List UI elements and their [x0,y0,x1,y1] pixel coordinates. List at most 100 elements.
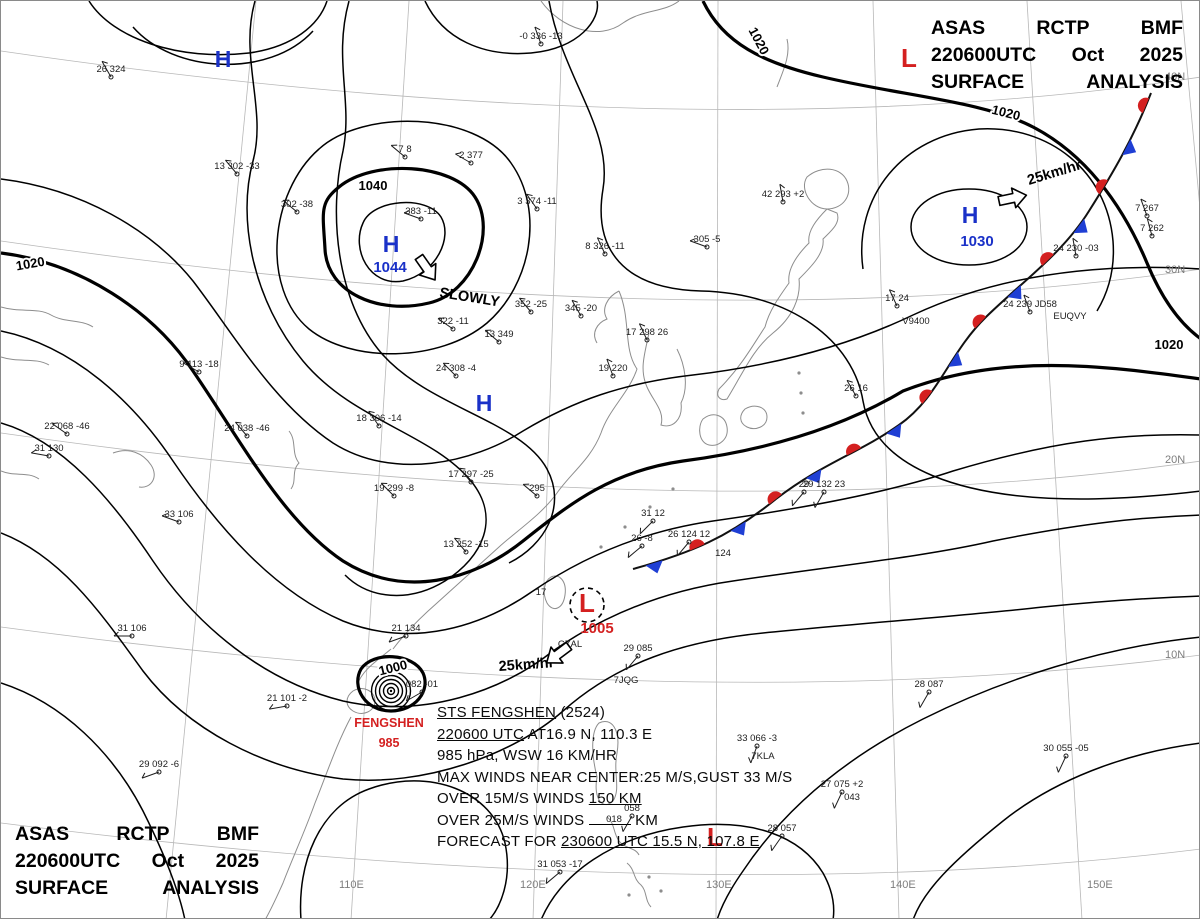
wind-barb [919,691,930,708]
warm-front-semicircle-icon [1095,179,1108,195]
wind-barb [534,26,542,45]
coastline [1,356,50,366]
wind-barb-tick [918,701,921,708]
wind-barb [606,358,614,377]
station-plot-text: 29 132 23 [803,479,845,490]
typhoon-symbol [386,686,396,696]
station-circle [1144,213,1150,219]
wind-barb [141,771,160,779]
station-circle [629,813,635,819]
station-plot-text: 28 087 [914,679,943,690]
coastline [642,332,686,427]
warm-front-semicircle-icon [972,314,987,329]
station-circle [108,74,114,80]
title-line: ASAS RCTP BMF [931,15,1183,42]
wind-barb [627,545,643,558]
wind-barb [626,655,639,671]
station-plot-text: 17 298 26 [626,327,668,338]
wind-barb-tick [141,772,146,779]
annotation-underlined-text: 220600 UTC [437,725,525,743]
station-plot-text: 30 055 -05 [1043,743,1088,754]
coastline [288,430,300,490]
storm-annotation-line: MAX WINDS NEAR CENTER:25 M/S,GUST 33 M/S [437,767,883,789]
wind-barb [31,452,50,457]
latitude-label: 10N [1165,649,1185,661]
wind-barb-tick [597,237,604,241]
warm-front-semicircle-icon [1040,252,1054,266]
annotation-text: KM [630,811,659,829]
title-line: ASAS RCTP BMF [15,821,259,848]
pressure-value: 1005 [580,620,613,637]
wind-barb-tick [455,152,462,155]
station-plot-text: 7 262 [1140,223,1164,234]
annotation-underlined-text: 150 KM [588,790,642,807]
typhoon-symbol [378,678,404,704]
station-plot-text: 18 306 -14 [356,413,401,424]
wind-barb [269,705,288,710]
station-circle [196,369,202,375]
island-dot [647,875,651,879]
station-plot-text: 21 134 [391,623,420,634]
island-dot [801,411,805,415]
station-plot-text: 352 -25 [515,299,547,310]
movement-arrow-icon [997,187,1028,209]
isobar [246,1,487,597]
station-circle [610,373,616,379]
station-plot-text: 19 299 -8 [374,483,414,494]
station-plot-text: 7JQG [614,675,639,686]
annotation-text: OVER 15M/S WINDS [437,790,589,807]
island-dot [623,525,627,529]
wind-barb-tick [235,421,242,424]
station-circle [839,789,845,795]
station-circle [391,493,397,499]
wind-barb [677,541,690,557]
wind-barb-tick [748,757,752,764]
coastline [1,306,94,328]
title-word: BMF [216,823,259,845]
title-word: 220600UTC [15,850,121,872]
station-circle [453,373,459,379]
station-circle [534,206,540,212]
wind-barb [235,421,248,437]
wind-barb [442,362,457,377]
station-plot-text: 345 -20 [565,303,597,314]
station-circle [779,833,785,839]
coastline [804,168,850,210]
wind-barb-tick [268,704,274,710]
wind-barb-tick [689,238,696,242]
isobar [299,780,509,918]
title-word: Oct [1071,44,1105,66]
annotation-text: FORECAST FOR [437,833,561,850]
station-circle [450,326,456,332]
wind-barb-tick [639,323,646,327]
wind-barb-tick [1056,766,1059,773]
graticule-meridian [350,1,410,918]
isobar-label: 1020 [1155,337,1184,352]
wind-barb [833,791,843,809]
station-circle [686,539,692,545]
title-word: Oct [151,850,185,872]
station-circle [602,251,608,257]
station-circle [1063,753,1069,759]
station-circle [650,518,656,524]
title-word: ANALYSIS [162,877,259,899]
pressure-value: 1030 [960,233,993,250]
wind-barb [638,323,648,341]
graticule-meridian [165,1,257,918]
graticule-meridian [532,1,564,918]
isobar-label: 1040 [359,178,388,193]
isobar-label: 1020 [990,102,1022,124]
isobar [910,188,1028,266]
title-word: 2025 [1139,44,1183,66]
station-circle [754,743,760,749]
station-plot-text: 322 -11 [437,316,469,327]
island-dot [627,893,631,897]
wind-barb [771,835,783,852]
movement-label: SLOWLY [438,285,501,310]
station-plot-text: 26 -8 [631,533,653,544]
station-plot-text: 7 267 [1135,203,1159,214]
station-plot-text: -0 336 -13 [519,31,562,42]
station-circle [419,689,425,695]
wind-barb-tick [832,802,835,809]
